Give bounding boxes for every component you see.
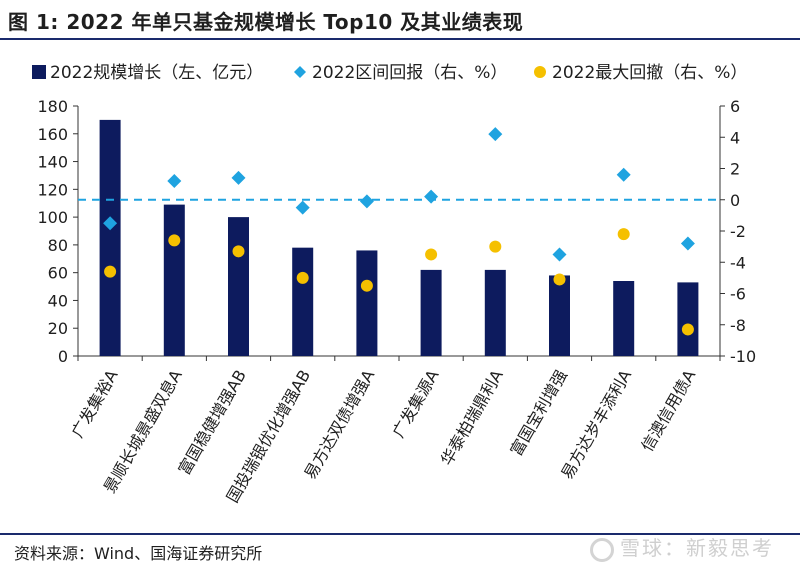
- chart: 0 20 40 60 80 100 120 140 160 180 -10 -8 -6 -4 -2 0 2 4 6 广…: [32, 63, 756, 506]
- category-label: 易方达双债增强A: [300, 366, 378, 482]
- category-label: 富国宝利增强: [507, 367, 571, 460]
- title-bar: 图 1: 2022 年单只基金规模增长 Top10 及其业绩表现: [0, 0, 800, 40]
- legend-bar-swatch: [32, 65, 46, 79]
- y-left-tick-label: 0: [58, 347, 68, 366]
- y-right-tick-label: -4: [730, 253, 746, 272]
- drawdown-point: [681, 323, 694, 336]
- bar: [356, 250, 378, 356]
- snowball-logo-icon: [590, 537, 614, 562]
- y-right-tick-label: -2: [730, 222, 746, 241]
- watermark-text: 雪球：新毅思考: [620, 536, 774, 560]
- return-point: [616, 167, 631, 182]
- y-right-tick-label: -6: [730, 285, 746, 304]
- drawdown-point: [168, 234, 181, 247]
- y-left-tick-label: 40: [48, 291, 68, 310]
- source-rule: [0, 533, 800, 535]
- return-point: [488, 127, 503, 142]
- y-right-tick-label: 4: [730, 128, 740, 147]
- legend-label: 2022规模增长（左、亿元）: [50, 63, 263, 83]
- return-point: [103, 216, 118, 231]
- legend-circle-swatch: [534, 66, 546, 78]
- y-right-tick-label: -8: [730, 316, 746, 335]
- bar: [677, 282, 699, 356]
- drawdown-point: [553, 273, 566, 286]
- return-point: [424, 189, 439, 204]
- category-label: 信澳信用债A: [637, 366, 699, 454]
- bar: [292, 247, 314, 356]
- bar: [484, 269, 506, 356]
- drawdown-point: [617, 228, 630, 241]
- return-point: [680, 236, 695, 251]
- return-point: [359, 194, 374, 209]
- drawdown-point: [296, 271, 309, 284]
- bar: [420, 269, 442, 356]
- return-point: [552, 247, 567, 262]
- drawdown-point: [360, 279, 373, 292]
- y-right-tick-label: 2: [730, 160, 740, 179]
- legend-label: 2022最大回撤（右、%）: [552, 63, 747, 83]
- category-label: 广发集裕A: [68, 366, 122, 440]
- bar: [613, 281, 635, 356]
- y-right-tick-label: 0: [730, 191, 740, 210]
- y-left-tick-label: 20: [48, 319, 68, 338]
- drawdown-point: [104, 265, 117, 278]
- category-label: 富国稳健增强AB: [175, 367, 250, 479]
- legend-label: 2022区间回报（右、%）: [312, 63, 507, 83]
- watermark: 雪球：新毅思考: [590, 532, 774, 562]
- y-left-tick-label: 120: [37, 180, 68, 199]
- legend-diamond-swatch: [294, 66, 306, 78]
- return-point: [231, 170, 246, 185]
- return-point: [295, 200, 310, 215]
- y-left-tick-label: 80: [48, 236, 68, 255]
- y-left-tick-label: 140: [37, 153, 68, 172]
- bar: [99, 119, 121, 356]
- drawdown-point: [489, 240, 502, 253]
- y-right-tick-label: 6: [730, 97, 740, 116]
- bar: [163, 204, 185, 356]
- y-left-tick-label: 180: [37, 97, 68, 116]
- bar: [549, 275, 570, 356]
- drawdown-point: [232, 245, 245, 258]
- y-right-tick-label: -10: [730, 347, 756, 366]
- category-label: 广发集源A: [389, 366, 443, 440]
- y-left-tick-label: 100: [37, 208, 68, 227]
- source-note: 资料来源：Wind、国海证券研究所: [14, 544, 263, 563]
- figure-title: 图 1: 2022 年单只基金规模增长 Top10 及其业绩表现: [8, 10, 524, 34]
- title-rule: [0, 38, 800, 40]
- drawdown-point: [425, 248, 438, 261]
- y-left-tick-label: 160: [37, 125, 68, 144]
- y-left-tick-label: 60: [48, 264, 68, 283]
- category-label: 华泰柏瑞鼎利A: [437, 366, 507, 468]
- category-label: 易方达岁丰添利A: [557, 366, 635, 482]
- bar: [228, 217, 249, 356]
- return-point: [167, 174, 182, 188]
